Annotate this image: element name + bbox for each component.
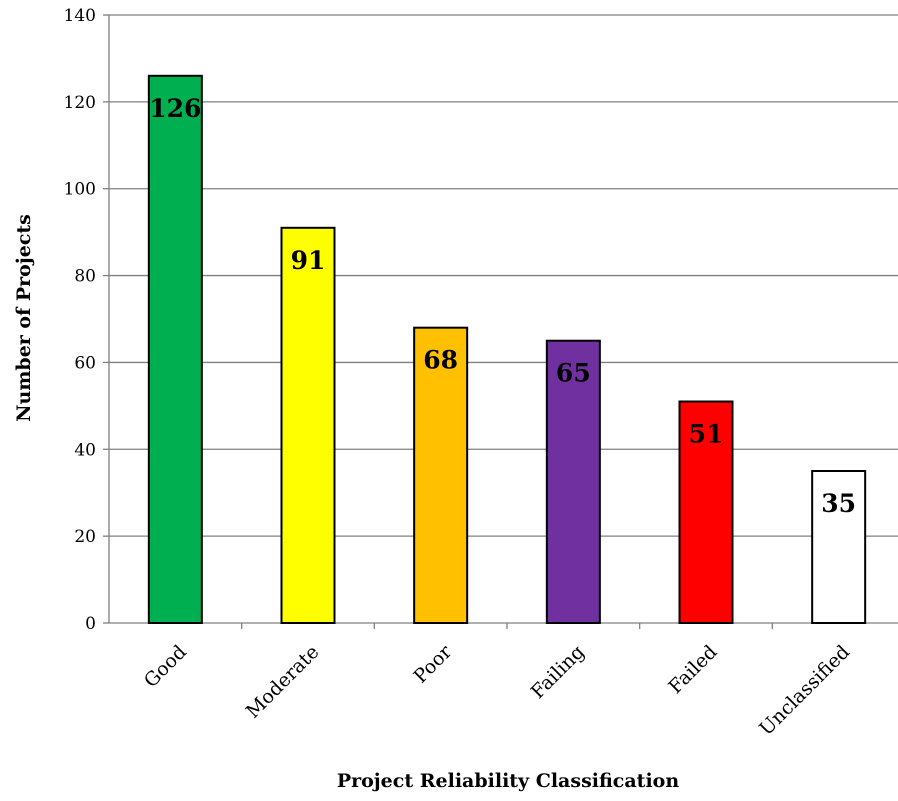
data-label: 126	[149, 94, 201, 123]
data-label: 68	[423, 346, 458, 375]
y-tick-labels: 0 20 40 60 80 100 120 140	[64, 6, 96, 634]
y-tick-label: 20	[74, 527, 96, 547]
y-tick-label: 120	[64, 93, 96, 113]
y-tick-label: 0	[85, 614, 96, 634]
x-tick-label: Unclassified	[755, 641, 854, 740]
bar-failed	[678, 400, 734, 624]
data-label: 35	[821, 489, 856, 518]
data-label: 51	[689, 420, 724, 449]
y-tick-label: 140	[64, 6, 96, 26]
gridlines	[109, 14, 898, 537]
x-tick-label: Failing	[527, 641, 589, 703]
data-labels: 126 91 68 65 51 35	[149, 94, 856, 518]
y-tick-label: 40	[74, 440, 96, 460]
x-axis-title: Project Reliability Classification	[337, 770, 680, 792]
bar-unclassified	[811, 470, 867, 624]
x-tick-label: Failed	[664, 641, 721, 698]
y-tick-label: 80	[74, 267, 96, 287]
bars	[147, 74, 867, 625]
data-label: 91	[291, 246, 326, 275]
axes	[103, 14, 898, 629]
y-tick-label: 100	[64, 180, 96, 200]
bar-good	[147, 74, 203, 625]
bar-moderate	[280, 226, 336, 625]
bar-failing	[545, 339, 601, 624]
x-tick-label: Good	[140, 641, 191, 692]
bar-poor	[413, 326, 469, 624]
x-tick-labels: Good Moderate Poor Failing Failed Unclassifie…	[140, 640, 854, 740]
x-tick-label: Poor	[410, 640, 457, 687]
x-tick-label: Moderate	[242, 641, 324, 723]
y-tick-label: 60	[74, 353, 96, 373]
y-axis-title: Number of Projects	[13, 214, 35, 422]
data-label: 65	[556, 359, 591, 388]
